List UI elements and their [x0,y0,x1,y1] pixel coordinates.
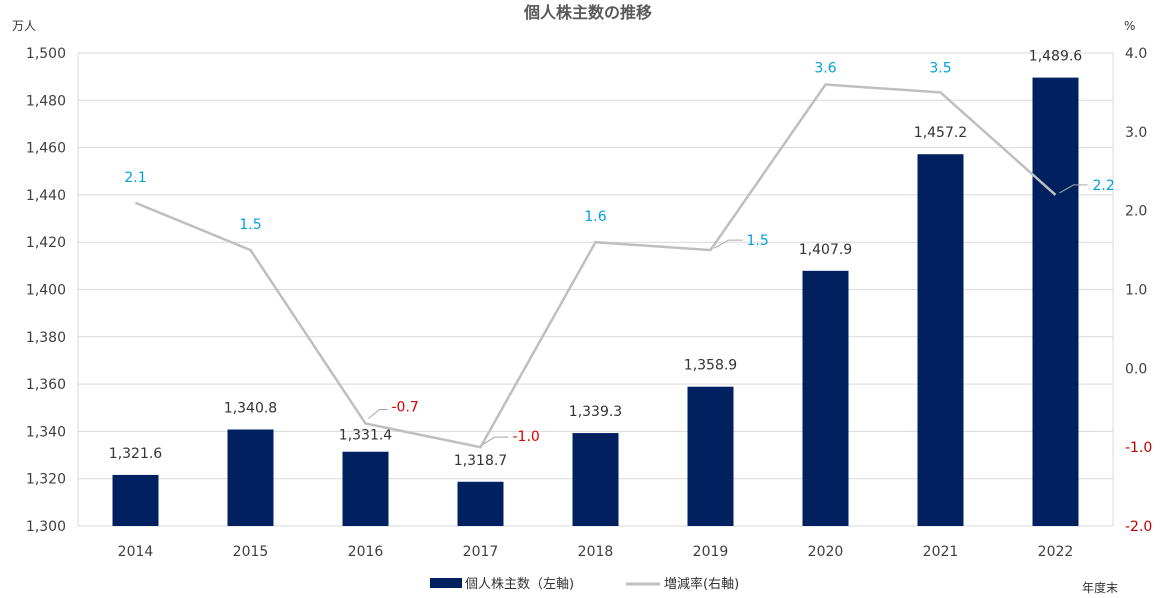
rate-value-label: -0.7 [392,400,419,416]
legend-bar-swatch [430,578,462,588]
left-tick-label: 1,360 [26,377,66,393]
x-tick-label: 2018 [578,544,614,560]
rate-line [135,83,1057,449]
bar-2014 [112,474,159,526]
right-tick-label: 0.0 [1125,361,1147,377]
rate-value-label: 1.5 [239,217,261,233]
x-tick-label: 2022 [1038,544,1074,560]
bar-2017 [457,481,504,526]
bar-2021 [917,154,964,527]
bar-value-label: 1,339.3 [569,404,622,420]
bar-2015 [227,429,274,526]
left-tick-label: 1,340 [26,424,66,440]
bar-2016 [342,451,389,526]
rate-value-label: 2.1 [124,170,146,186]
rate-value-label: 3.6 [814,61,836,77]
bar-value-label: 1,331.4 [339,428,393,444]
x-tick-label: 2017 [463,544,499,560]
left-tick-label: 1,420 [26,235,66,251]
right-tick-label: 4.0 [1125,46,1147,62]
left-axis: 1,300 1,320 1,340 1,360 1,380 1,400 1,420 1,440… [26,46,66,535]
right-tick-label: 3.0 [1125,125,1147,141]
x-tick-label: 2020 [808,544,844,560]
legend-line-label: 増減率(右軸) [664,576,739,592]
bar-value-label: 1,457.2 [914,125,967,141]
rate-leader-line [1059,184,1088,194]
bar-2022 [1032,77,1079,526]
right-axis: -2.0 -1.0 0.0 1.0 2.0 3.0 4.0 [1125,46,1152,535]
left-tick-label: 1,300 [26,519,66,535]
rate-value-label: 1.6 [584,209,606,225]
bar-value-label: 1,358.9 [684,358,737,374]
left-tick-label: 1,460 [26,141,66,157]
left-tick-label: 1,500 [26,46,66,62]
x-tick-label: 2015 [233,544,269,560]
rate-leader-line [483,436,509,445]
left-axis-unit: 万人 [12,19,36,33]
bar-value-label: 1,340.8 [224,401,277,417]
bar-value-label: 1,407.9 [799,242,852,258]
left-tick-label: 1,320 [26,472,66,488]
chart-title: 個人株主数の推移 [523,3,652,22]
left-tick-label: 1,480 [26,93,66,109]
x-axis: 2014 2015 2016 2017 2018 2019 2020 2021 2022 [118,544,1074,560]
right-tick-label: -1.0 [1125,440,1152,456]
left-tick-label: 1,440 [26,188,66,204]
x-tick-label: 2021 [923,544,959,560]
x-tick-label: 2019 [693,544,729,560]
x-axis-note: 年度末 [1082,580,1118,595]
right-tick-label: 2.0 [1125,204,1147,220]
bar-value-label: 1,489.6 [1029,49,1083,65]
right-tick-label: 1.0 [1125,283,1147,299]
rate-value-label: 1.5 [747,233,769,249]
x-tick-label: 2016 [348,544,384,560]
left-tick-label: 1,380 [26,330,66,346]
rate-leader-line [714,239,743,249]
bar-2020 [802,270,849,526]
legend-bar-label: 個人株主数（左軸) [465,577,574,592]
bar-2018 [572,433,619,526]
line-series: 2.1 1.5 -0.7 -1.0 1.6 1.5 3.6 3.5 2.2 [124,60,1115,449]
bar-2019 [687,386,734,526]
rate-value-label: -1.0 [513,429,540,445]
rate-value-label: 2.2 [1093,178,1115,194]
rate-value-label: 3.5 [929,60,951,76]
right-axis-unit: % [1124,19,1135,33]
legend: 個人株主数（左軸) 増減率(右軸) [430,576,739,592]
x-tick-label: 2014 [118,544,154,560]
bar-series: 1,321.6 1,340.8 1,331.4 1,318.7 1,339.3 1,358… [109,49,1083,527]
right-tick-label: -2.0 [1125,519,1152,535]
left-tick-label: 1,400 [26,283,66,299]
bar-value-label: 1,321.6 [109,446,163,462]
bar-value-label: 1,318.7 [454,453,507,469]
rate-leader-line [368,409,388,419]
